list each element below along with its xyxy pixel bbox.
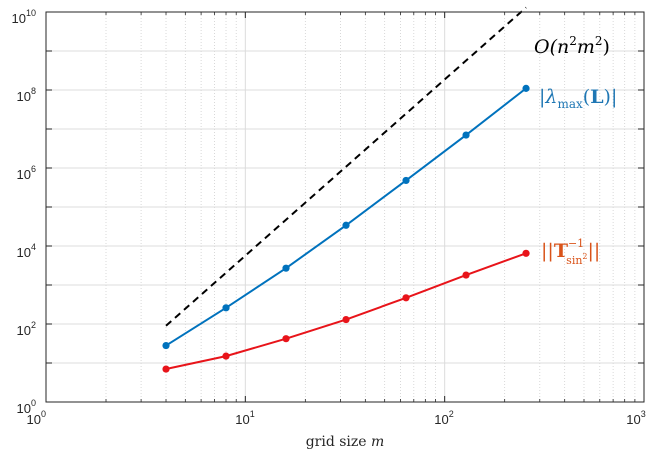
series-layer bbox=[162, 6, 530, 373]
lambda-data-point bbox=[402, 176, 410, 185]
tinv-data-point bbox=[522, 249, 530, 257]
lambda-data-point bbox=[342, 221, 350, 229]
tinv-data-point bbox=[342, 315, 350, 324]
y-tick-label: 102 bbox=[17, 320, 36, 338]
lambda-data-point bbox=[222, 304, 230, 312]
x-tick-label: 100 bbox=[27, 409, 46, 427]
ref-series-line bbox=[165, 6, 527, 327]
lambda-data-point bbox=[282, 264, 290, 272]
lambda-data-point bbox=[462, 131, 470, 139]
x-tick-label: 101 bbox=[235, 409, 254, 427]
lambda-data-point bbox=[522, 84, 530, 92]
x-tick-label: 103 bbox=[626, 409, 645, 427]
tinv-data-point bbox=[462, 271, 470, 279]
tinv-data-point bbox=[402, 294, 410, 302]
tinv-data-point bbox=[162, 365, 170, 373]
y-tick-label: 1010 bbox=[12, 8, 36, 26]
tick-marks bbox=[45, 11, 645, 403]
y-tick-label: 100 bbox=[17, 398, 36, 416]
lambda-max-label: |λmax(L)| bbox=[539, 86, 617, 111]
reference-slope-label: O(n2m2) bbox=[534, 34, 610, 58]
y-tick-label: 108 bbox=[17, 86, 36, 104]
x-tick-label: 102 bbox=[434, 409, 453, 427]
tinv-data-point bbox=[222, 352, 230, 360]
y-tick-label: 104 bbox=[17, 242, 36, 260]
tinv-data-point bbox=[282, 335, 290, 343]
y-tick-label: 106 bbox=[17, 164, 36, 182]
t-inverse-norm-label: ||T−1 sin2|| bbox=[541, 237, 600, 267]
x-axis-label: grid size m bbox=[306, 434, 385, 450]
lambda-data-point bbox=[162, 341, 170, 350]
